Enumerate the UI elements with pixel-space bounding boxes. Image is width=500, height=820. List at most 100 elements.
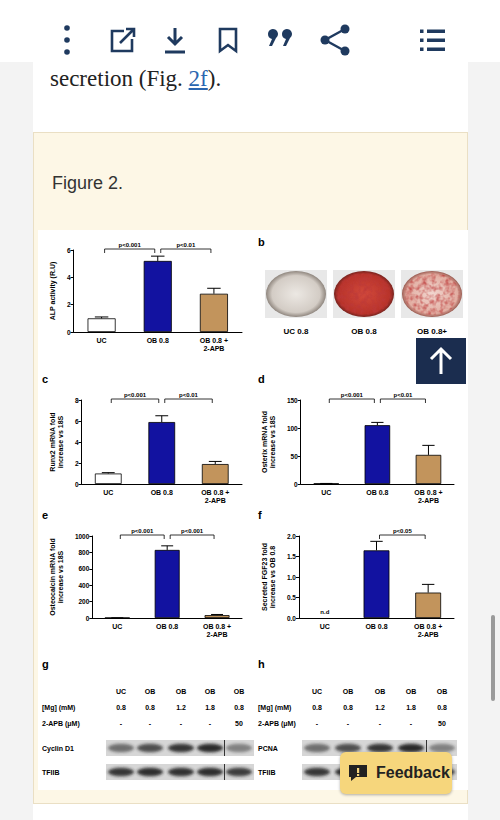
svg-text:800: 800: [79, 549, 90, 556]
svg-text:8: 8: [75, 397, 79, 404]
svg-text:0: 0: [75, 481, 79, 488]
svg-text:1.5: 1.5: [287, 553, 296, 560]
svg-text:increase vs 18S: increase vs 18S: [269, 415, 276, 468]
svg-text:0: 0: [86, 615, 90, 622]
svg-text:OB: OB: [343, 688, 354, 695]
svg-text:0.8: 0.8: [234, 704, 244, 711]
svg-text:UC: UC: [320, 623, 330, 630]
svg-text:0.8: 0.8: [343, 704, 353, 711]
svg-text:[Mg] (mM): [Mg] (mM): [42, 704, 75, 712]
svg-text:[Mg] (mM): [Mg] (mM): [258, 704, 291, 712]
svg-text:UC: UC: [321, 489, 331, 496]
svg-text:OB: OB: [176, 688, 187, 695]
svg-text:1.0: 1.0: [287, 574, 296, 581]
svg-text:100: 100: [287, 425, 298, 432]
svg-text:2-APB: 2-APB: [207, 631, 228, 638]
svg-text:OB: OB: [205, 688, 216, 695]
svg-text:6: 6: [67, 247, 71, 254]
svg-text:Cyclin D1: Cyclin D1: [42, 745, 74, 753]
svg-text:increase vs OB 0.8: increase vs OB 0.8: [269, 546, 276, 608]
svg-text:6: 6: [75, 418, 79, 425]
svg-text:600: 600: [79, 565, 90, 572]
svg-text:150: 150: [287, 397, 298, 404]
svg-text:ALP activity (R.U): ALP activity (R.U): [49, 262, 57, 321]
svg-text:OB: OB: [406, 688, 417, 695]
svg-text:Runx2 mRNA fold: Runx2 mRNA fold: [49, 412, 56, 471]
svg-text:TFIIB: TFIIB: [42, 769, 60, 776]
svg-text:g: g: [42, 658, 49, 670]
svg-text:-: -: [149, 720, 152, 727]
svg-text:Osteocalcin mRNA fold: Osteocalcin mRNA fold: [49, 538, 56, 616]
svg-text:UC: UC: [103, 489, 113, 496]
svg-text:UC 0.8: UC 0.8: [284, 327, 309, 336]
svg-text:p<0.001: p<0.001: [124, 392, 147, 398]
svg-text:n.d: n.d: [320, 609, 329, 615]
svg-text:increase vs 18S: increase vs 18S: [57, 550, 64, 603]
svg-text:OB 0.8 +: OB 0.8 +: [200, 337, 228, 344]
svg-text:p<0.05: p<0.05: [393, 528, 413, 534]
svg-text:increase vs 18S: increase vs 18S: [57, 415, 64, 468]
svg-text:OB: OB: [234, 688, 245, 695]
svg-text:2-APB: 2-APB: [205, 497, 226, 504]
svg-text:OB 0.8 +: OB 0.8 +: [201, 489, 229, 496]
svg-text:1.8: 1.8: [205, 704, 215, 711]
svg-text:OB 0.8: OB 0.8: [147, 337, 169, 344]
svg-text:b: b: [258, 236, 265, 248]
svg-text:50: 50: [235, 720, 243, 727]
svg-text:p<0.01: p<0.01: [176, 242, 196, 248]
svg-text:2-APB: 2-APB: [418, 631, 439, 638]
svg-text:-: -: [410, 720, 413, 727]
svg-text:p<0.001: p<0.001: [119, 242, 142, 248]
svg-text:OB 0.8: OB 0.8: [151, 489, 173, 496]
svg-text:OB 0.8: OB 0.8: [351, 327, 377, 336]
svg-text:0: 0: [294, 481, 298, 488]
svg-text:2-APB (μM): 2-APB (μM): [258, 720, 296, 728]
svg-text:OB: OB: [145, 688, 156, 695]
svg-text:0.5: 0.5: [287, 594, 296, 601]
svg-text:UC: UC: [116, 688, 126, 695]
svg-text:2.0: 2.0: [287, 533, 296, 540]
svg-text:0: 0: [67, 329, 71, 336]
svg-text:0.8: 0.8: [145, 704, 155, 711]
svg-text:2-APB: 2-APB: [203, 345, 224, 352]
svg-text:OB: OB: [375, 688, 386, 695]
svg-text:2-APB (μM): 2-APB (μM): [42, 720, 80, 728]
svg-text:OB 0.8: OB 0.8: [366, 489, 388, 496]
svg-text:1.2: 1.2: [176, 704, 186, 711]
svg-text:OB 0.8+: OB 0.8+: [417, 327, 447, 336]
svg-text:OB 0.8 +: OB 0.8 +: [203, 623, 231, 630]
svg-text:TFIIB: TFIIB: [258, 769, 276, 776]
svg-text:p<0.001: p<0.001: [341, 392, 364, 398]
svg-text:0.0: 0.0: [287, 615, 296, 622]
svg-text:OB 0.8: OB 0.8: [156, 623, 178, 630]
svg-text:1000: 1000: [75, 533, 90, 540]
svg-text:0.8: 0.8: [437, 704, 447, 711]
svg-text:50: 50: [291, 453, 299, 460]
svg-text:OB 0.8 +: OB 0.8 +: [414, 489, 442, 496]
svg-text:-: -: [180, 720, 183, 727]
svg-text:-: -: [209, 720, 212, 727]
svg-text:200: 200: [79, 598, 90, 605]
svg-text:p<0.01: p<0.01: [393, 392, 413, 398]
svg-text:OB 0.8 +: OB 0.8 +: [414, 623, 442, 630]
svg-text:UC: UC: [312, 688, 322, 695]
svg-text:UC: UC: [97, 337, 107, 344]
svg-text:Secreted FGF23 fold: Secreted FGF23 fold: [261, 543, 268, 611]
svg-text:0.8: 0.8: [116, 704, 126, 711]
svg-text:OB: OB: [437, 688, 448, 695]
svg-text:400: 400: [79, 582, 90, 589]
svg-text:PCNA: PCNA: [258, 745, 278, 752]
svg-text:2: 2: [75, 460, 79, 467]
svg-text:p<0.001: p<0.001: [181, 528, 204, 534]
svg-text:50: 50: [438, 720, 446, 727]
svg-text:1.8: 1.8: [406, 704, 416, 711]
svg-text:p<0.01: p<0.01: [179, 392, 199, 398]
svg-text:p<0.001: p<0.001: [131, 528, 154, 534]
svg-text:UC: UC: [112, 623, 122, 630]
svg-text:0.8: 0.8: [312, 704, 322, 711]
svg-text:2-APB: 2-APB: [418, 497, 439, 504]
svg-text:Osterix mRNA fold: Osterix mRNA fold: [261, 411, 268, 473]
svg-text:-: -: [120, 720, 123, 727]
svg-text:-: -: [316, 720, 319, 727]
svg-text:h: h: [258, 658, 265, 670]
